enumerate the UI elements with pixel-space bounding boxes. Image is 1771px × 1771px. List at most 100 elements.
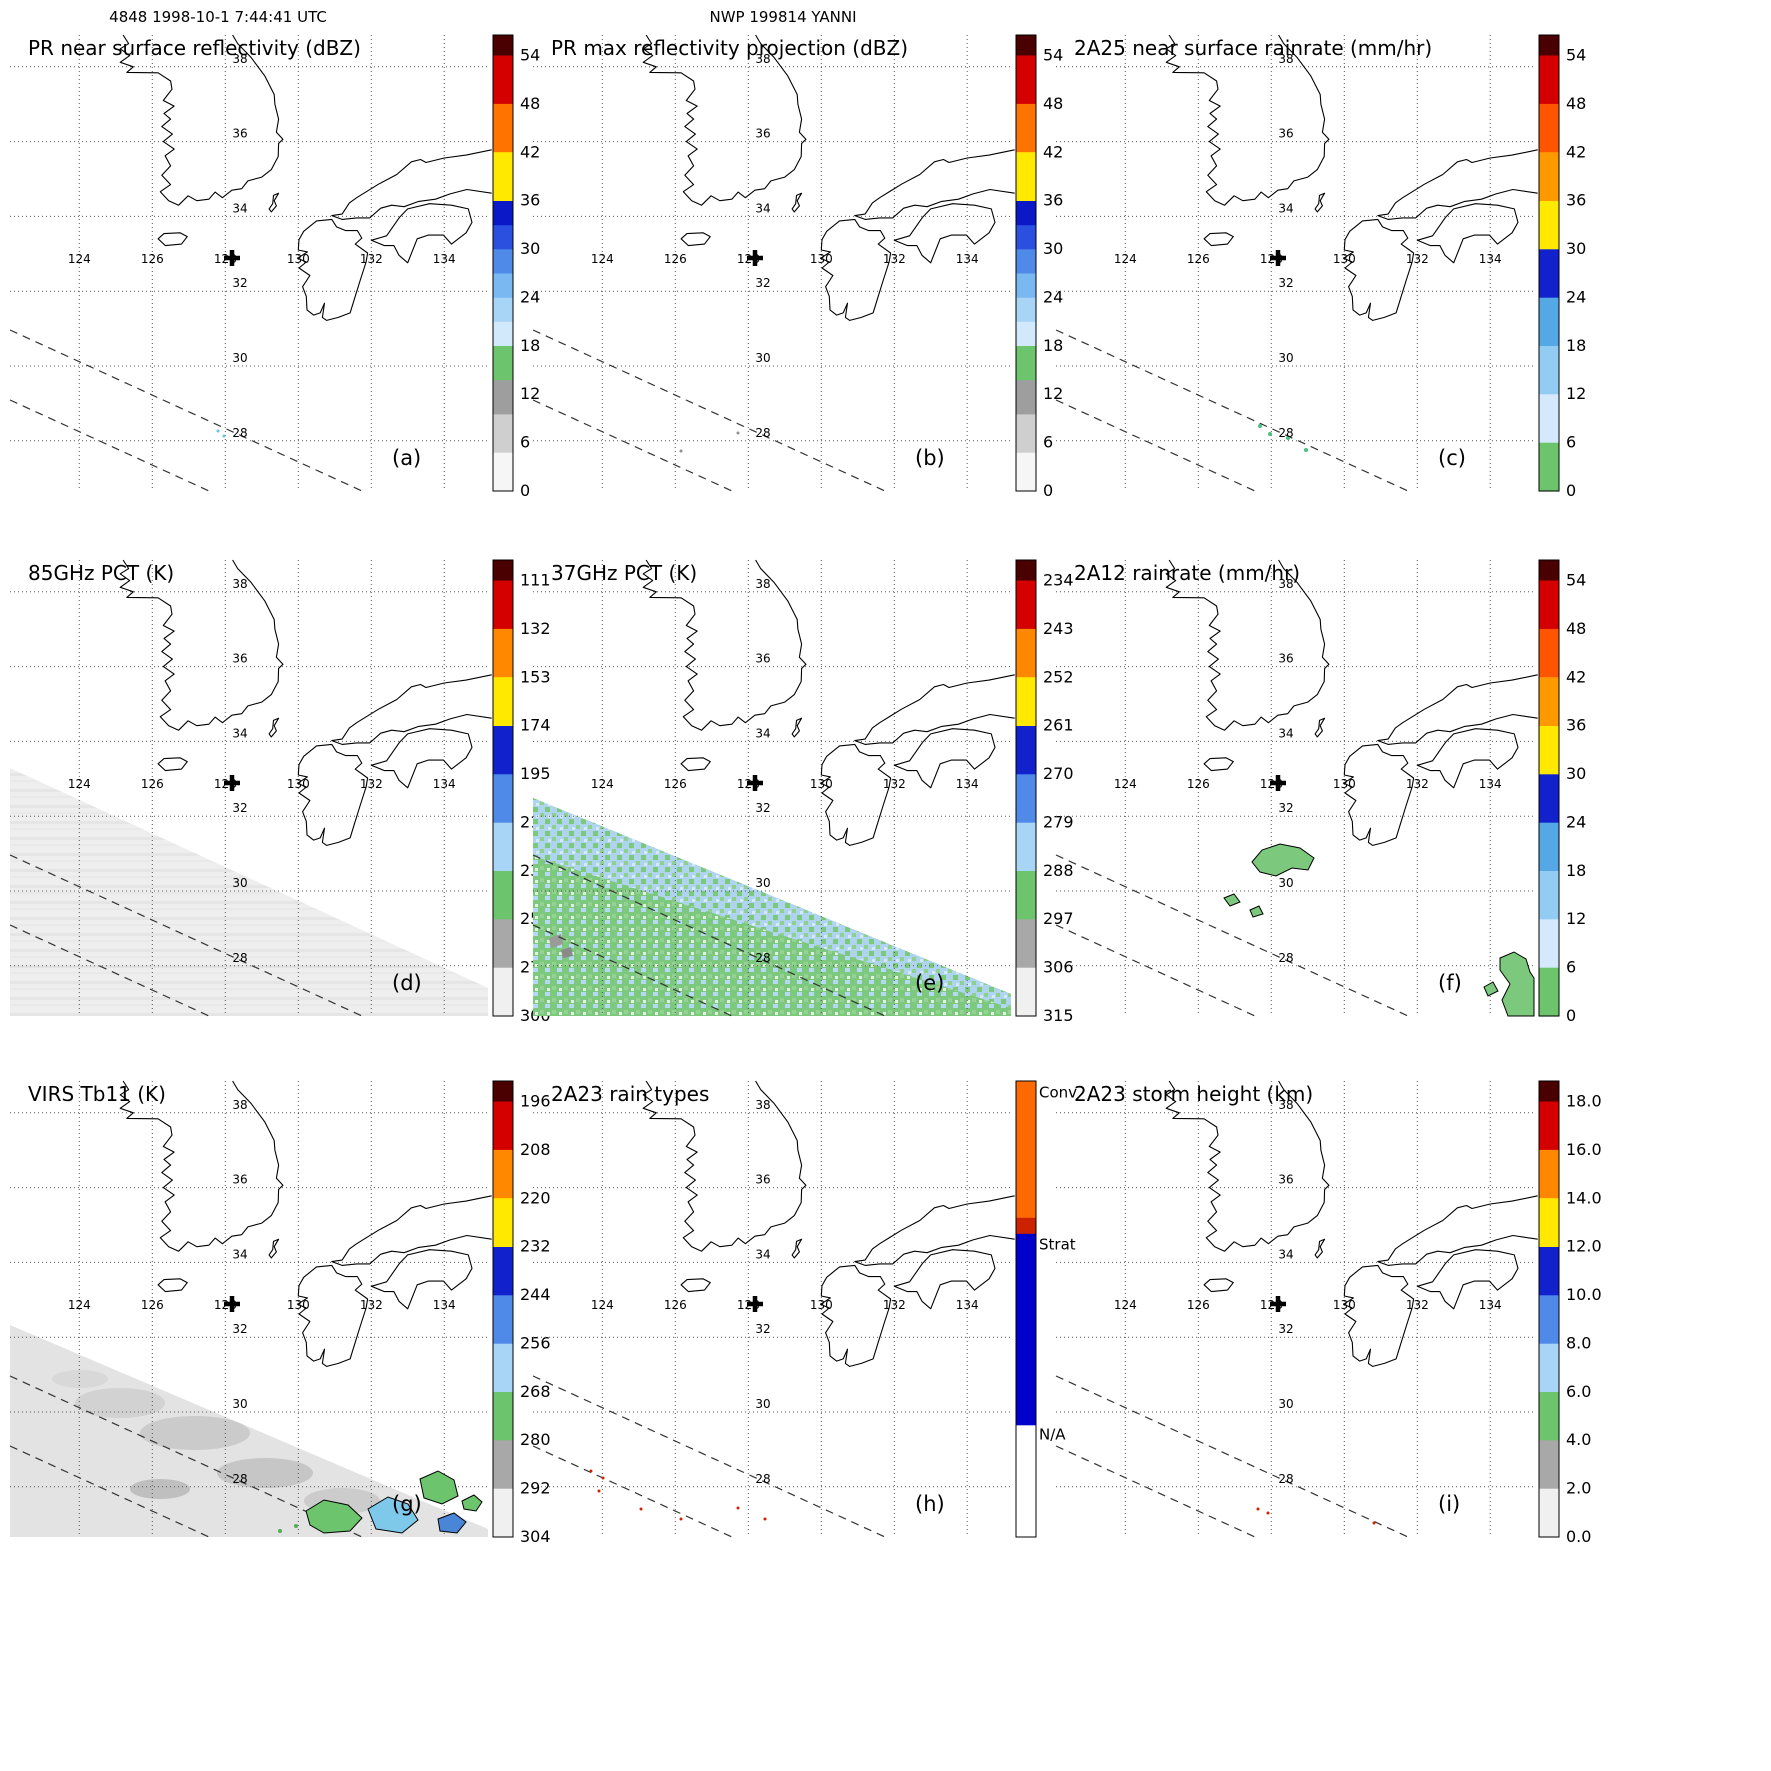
label-layer: 12412612813013213438363432302885GHz PCT … xyxy=(28,561,456,995)
panel-e: 12412612813013213438363432302837GHz PCT … xyxy=(532,559,1085,1030)
grid-layer xyxy=(532,1081,1011,1538)
colorbar-storm: 18.0 16.0 14.0 12.0 10.0 8.0 6.0 4.0 2.0 0.0 xyxy=(1538,1080,1602,1546)
colorbar-tick: 36 xyxy=(520,191,540,210)
lat-label: 34 xyxy=(1278,201,1293,215)
lat-label: 36 xyxy=(1278,127,1293,141)
panel-title: 2A25 near surface rainrate (mm/hr) xyxy=(1074,36,1432,60)
colorbar-tick: 16.0 xyxy=(1566,1140,1602,1159)
colorbar-tick: 195 xyxy=(520,764,551,783)
lon-label: 132 xyxy=(360,252,383,266)
data-blob-layer xyxy=(1258,424,1308,452)
lat-label: 28 xyxy=(232,426,247,440)
colorbar-tick: 153 xyxy=(520,667,551,686)
lat-label: 30 xyxy=(1278,1397,1293,1411)
label-layer: 1241261281301321343836343230282A23 storm… xyxy=(1074,1082,1502,1516)
coastline-honshu xyxy=(854,149,1015,220)
lat-label: 36 xyxy=(232,1173,247,1187)
colorbar-tick: 24 xyxy=(1566,288,1586,307)
coastline-layer xyxy=(119,1080,492,1367)
lon-label: 132 xyxy=(883,1298,906,1312)
coastline-korea xyxy=(642,34,807,206)
panel-title: 2A12 rainrate (mm/hr) xyxy=(1074,561,1300,585)
coastline-jeju xyxy=(157,1278,188,1293)
panel-f: 1241261281301321343836343230282A12 rainr… xyxy=(1055,559,1608,1030)
lat-label: 30 xyxy=(755,1397,770,1411)
grid-layer xyxy=(532,560,1011,1017)
colorbar-tick: 208 xyxy=(520,1140,551,1159)
colorbar-tick: 252 xyxy=(1043,667,1074,686)
coastline-shikoku xyxy=(893,203,996,264)
lon-label: 134 xyxy=(1479,777,1502,791)
colorbar-tick: 54 xyxy=(520,46,540,65)
coastline-shikoku xyxy=(1416,203,1519,264)
coastline-shikoku xyxy=(1416,728,1519,789)
map-canvas-a: 124126128130132134383634323028PR near su… xyxy=(9,34,540,500)
coastline-kyushu xyxy=(296,218,369,321)
label-layer: 124126128130132134383634323028PR max ref… xyxy=(551,36,979,470)
colorbar-tick: 0 xyxy=(1043,481,1053,500)
colorbar-tick: 288 xyxy=(1043,861,1074,880)
lon-label: 134 xyxy=(433,1298,456,1312)
lon-label: 124 xyxy=(68,777,91,791)
lat-label: 30 xyxy=(755,351,770,365)
colorbar-tick: 243 xyxy=(1043,619,1074,638)
grid-layer xyxy=(1055,35,1534,492)
lat-label: 32 xyxy=(755,276,770,290)
lat-label: 34 xyxy=(232,1247,247,1261)
colorbar-tick: 24 xyxy=(1566,813,1586,832)
colorbar-tick: 36 xyxy=(1043,191,1063,210)
coastline-tsushima xyxy=(1314,717,1326,738)
map-canvas-g: 124126128130132134383634323028VIRS Tb11 … xyxy=(9,1080,551,1546)
lat-label: 34 xyxy=(755,1247,770,1261)
panel-letter: (f) xyxy=(1438,971,1462,995)
grid-layer xyxy=(532,35,1011,492)
panel-h: 1241261281301321343836343230282A23 rain … xyxy=(532,1080,1085,1551)
colorbar-tick: 8.0 xyxy=(1566,1334,1591,1353)
colorbar-tick: 6 xyxy=(1043,433,1053,452)
map-canvas-c: 1241261281301321343836343230282A25 near … xyxy=(1055,34,1586,500)
lat-label: 32 xyxy=(1278,276,1293,290)
map-canvas-b: 124126128130132134383634323028PR max ref… xyxy=(532,34,1063,500)
lon-label: 130 xyxy=(810,252,833,266)
panel-title: 2A23 rain types xyxy=(551,1082,709,1106)
colorbar-tick: 24 xyxy=(1043,288,1063,307)
data-blob-layer xyxy=(216,429,226,438)
lat-label: 38 xyxy=(232,1098,247,1112)
lon-label: 132 xyxy=(883,252,906,266)
coastline-korea xyxy=(1165,1080,1330,1252)
colorbar-tick: 42 xyxy=(1043,142,1063,161)
lon-label: 126 xyxy=(1187,1298,1210,1312)
lon-label: 124 xyxy=(591,252,614,266)
coastline-jeju xyxy=(1203,757,1234,772)
lon-label: 126 xyxy=(141,252,164,266)
lat-label: 28 xyxy=(1278,426,1293,440)
lat-label: 36 xyxy=(755,127,770,141)
coastline-kyushu xyxy=(819,1264,892,1367)
colorbar-tick: 12 xyxy=(1566,909,1586,928)
lat-label: 28 xyxy=(755,1472,770,1486)
coastline-kyushu xyxy=(296,743,369,846)
label-layer: 1241261281301321343836343230282A12 rainr… xyxy=(1074,561,1502,995)
colorbar-tick: 18 xyxy=(1566,861,1586,880)
map-canvas-f: 1241261281301321343836343230282A12 rainr… xyxy=(1055,559,1586,1025)
lon-label: 124 xyxy=(591,1298,614,1312)
colorbar-dbz: 54 48 42 36 30 24 18 12 6 0 xyxy=(1015,34,1063,500)
colorbar-tick: 18 xyxy=(1043,336,1063,355)
coastline-kyushu xyxy=(819,218,892,321)
colorbar-tick: 279 xyxy=(1043,813,1074,832)
coastline-jeju xyxy=(680,232,711,247)
lat-label: 30 xyxy=(232,351,247,365)
lon-label: 134 xyxy=(956,1298,979,1312)
data-blob-layer xyxy=(589,1469,767,1521)
coastline-korea xyxy=(1165,559,1330,731)
colorbar-tick: 306 xyxy=(1043,958,1074,977)
lon-label: 132 xyxy=(360,777,383,791)
colorbar-tick: 297 xyxy=(1043,909,1074,928)
lon-label: 130 xyxy=(287,1298,310,1312)
colorbar-tick: 48 xyxy=(1043,94,1063,113)
colorbar-tick: 196 xyxy=(520,1092,551,1111)
lat-label: 38 xyxy=(1278,1098,1293,1112)
panel-title: 37GHz PCT (K) xyxy=(551,561,697,585)
panel-i: 1241261281301321343836343230282A23 storm… xyxy=(1055,1080,1608,1551)
